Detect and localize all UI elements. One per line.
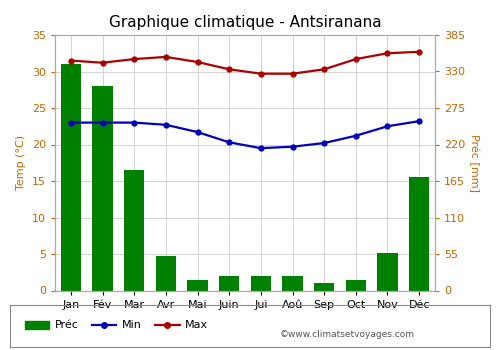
Max <box>226 67 232 71</box>
Line: Max: Max <box>68 49 422 76</box>
Bar <box>187 280 208 290</box>
Y-axis label: Préc [mm]: Préc [mm] <box>469 134 479 192</box>
Max <box>194 60 200 64</box>
Max <box>163 55 169 59</box>
Max <box>68 58 74 63</box>
Bar <box>409 177 430 290</box>
Bar <box>124 170 144 290</box>
Max <box>416 50 422 54</box>
Line: Min: Min <box>68 119 422 150</box>
Min <box>100 120 105 125</box>
Bar <box>314 283 334 290</box>
Bar <box>377 253 398 290</box>
Min <box>416 119 422 123</box>
Max <box>100 61 105 65</box>
Min <box>290 145 296 149</box>
Bar <box>60 64 81 290</box>
Min <box>258 146 264 150</box>
Y-axis label: Temp (°C): Temp (°C) <box>16 135 26 190</box>
Max <box>353 57 359 61</box>
Min <box>226 140 232 145</box>
Min <box>131 120 137 125</box>
Min <box>163 123 169 127</box>
Max <box>321 67 327 71</box>
Min <box>68 120 74 125</box>
Bar <box>346 280 366 290</box>
Max <box>131 57 137 61</box>
Max <box>290 72 296 76</box>
Text: ©www.climatsetvoyages.com: ©www.climatsetvoyages.com <box>280 330 415 339</box>
Min <box>321 141 327 145</box>
Min <box>353 134 359 138</box>
Bar <box>92 86 113 290</box>
Max <box>258 72 264 76</box>
Min <box>194 130 200 134</box>
Bar <box>219 276 240 290</box>
Min <box>384 124 390 128</box>
Bar <box>250 276 271 290</box>
Title: Graphique climatique - Antsiranana: Graphique climatique - Antsiranana <box>108 15 382 30</box>
Legend: Préc, Min, Max: Préc, Min, Max <box>20 316 213 335</box>
Bar <box>156 256 176 290</box>
Bar <box>282 276 303 290</box>
Max <box>384 51 390 55</box>
